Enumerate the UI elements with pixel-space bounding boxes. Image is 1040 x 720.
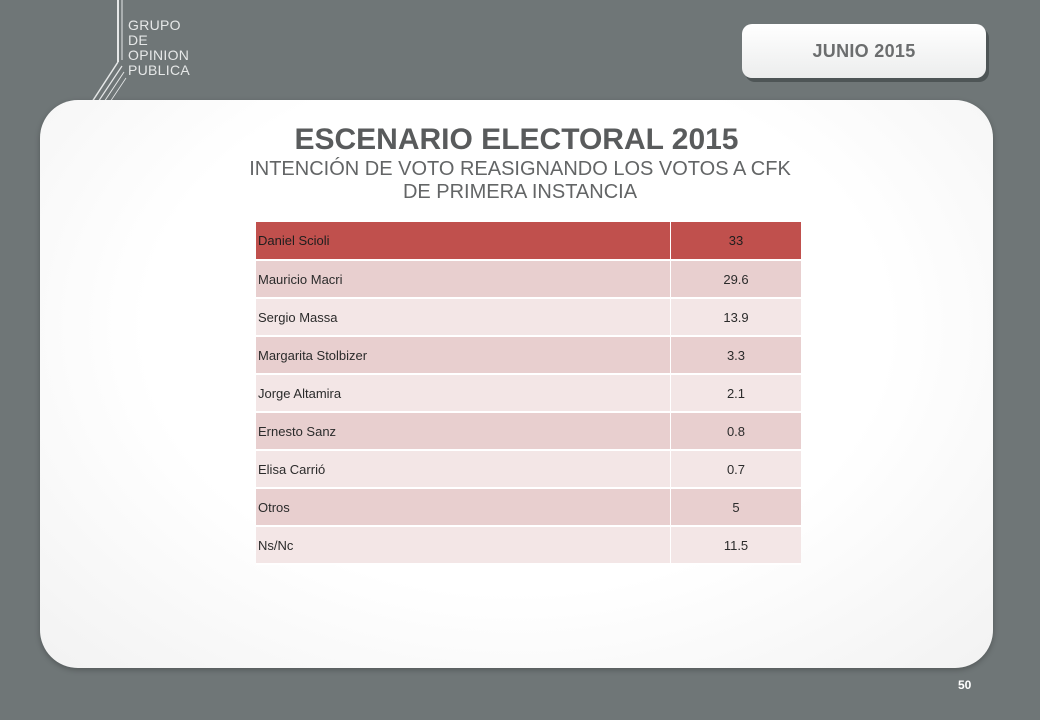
table-row: Otros 5	[256, 488, 801, 527]
vote-value: 0.7	[670, 450, 801, 489]
vote-value: 5	[670, 488, 801, 527]
candidate-name: Jorge Altamira	[256, 374, 671, 413]
table-row: Jorge Altamira 2.1	[256, 374, 801, 413]
vote-value: 2.1	[670, 374, 801, 413]
table-row: Ns/Nc 11.5	[256, 526, 801, 565]
logo-line: PUBLICA	[128, 62, 191, 78]
table-row: Margarita Stolbizer 3.3	[256, 336, 801, 375]
slide-card: ESCENARIO ELECTORAL 2015 INTENCIÓN DE VO…	[40, 100, 993, 668]
table-row: Sergio Massa 13.9	[256, 298, 801, 337]
table-row: Daniel Scioli 33	[256, 222, 801, 261]
candidate-name: Elisa Carrió	[256, 450, 671, 489]
logo-line: GRUPO	[128, 17, 181, 33]
vote-value: 3.3	[670, 336, 801, 375]
candidate-name: Margarita Stolbizer	[256, 336, 671, 375]
vote-value: 13.9	[670, 298, 801, 337]
vote-value: 11.5	[670, 526, 801, 565]
slide-title: ESCENARIO ELECTORAL 2015	[294, 123, 739, 156]
page-number: 50	[958, 678, 972, 692]
table-row: Elisa Carrió 0.7	[256, 450, 801, 489]
slide-subtitle: INTENCIÓN DE VOTO REASIGNANDO LOS VOTOS …	[249, 158, 791, 203]
vote-value: 33	[670, 222, 801, 261]
vote-value: 29.6	[670, 260, 801, 299]
table-row: Mauricio Macri 29.6	[256, 260, 801, 299]
vote-value: 0.8	[670, 412, 801, 451]
table-row: Ernesto Sanz 0.8	[256, 412, 801, 451]
logo-line: OPINION	[128, 47, 190, 63]
results-table: Daniel Scioli 33 Mauricio Macri 29.6 Ser…	[256, 222, 801, 565]
candidate-name: Otros	[256, 488, 671, 527]
candidate-name: Sergio Massa	[256, 298, 671, 337]
candidate-name: Ns/Nc	[256, 526, 671, 565]
logo-text: GRUPO DE OPINION PUBLICA	[128, 18, 190, 78]
candidate-name: Mauricio Macri	[256, 260, 671, 299]
date-badge: JUNIO 2015	[742, 24, 986, 78]
logo-line: DE	[128, 32, 149, 48]
candidate-name: Ernesto Sanz	[256, 412, 671, 451]
candidate-name: Daniel Scioli	[256, 222, 671, 261]
